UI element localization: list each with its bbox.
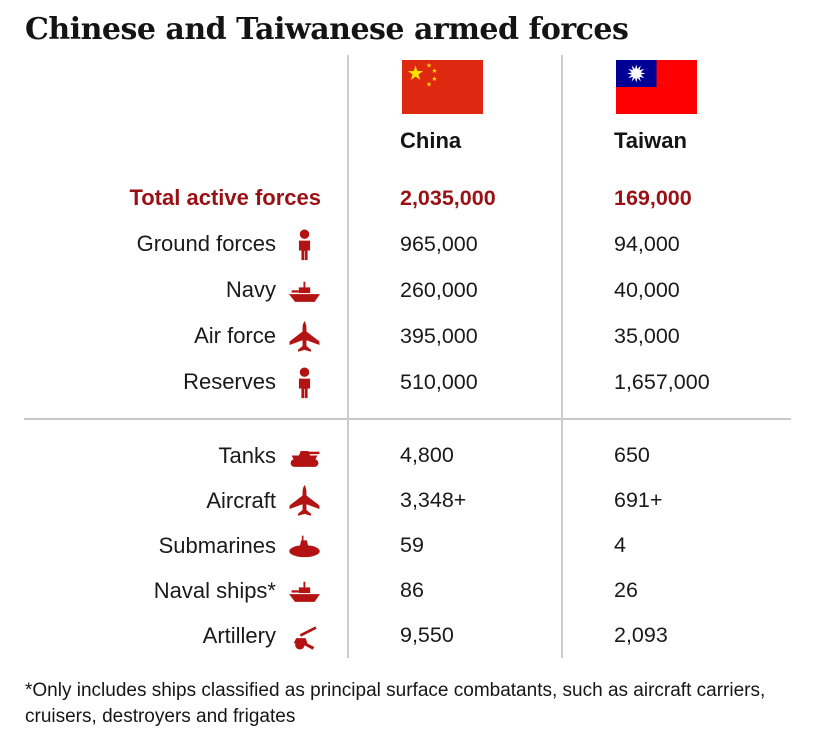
- comparison-table: China Taiwan Total active forces 2,035,0…: [24, 55, 815, 658]
- row-label: Submarines: [158, 532, 276, 558]
- taiwan-value: 40,000: [561, 267, 815, 313]
- taiwan-value: 650: [561, 433, 815, 478]
- china-value: 510,000: [347, 359, 561, 405]
- page-title: Chinese and Taiwanese armed forces: [25, 12, 629, 47]
- row-label-cell: Ground forces: [24, 221, 347, 267]
- row-label-cell: Artillery: [24, 613, 347, 658]
- aircraft-icon: [288, 484, 321, 517]
- row-label: Ground forces: [136, 231, 276, 256]
- taiwan-value: 2,093: [561, 613, 815, 658]
- taiwan-column-header: Taiwan: [561, 121, 815, 161]
- china-value: 260,000: [347, 267, 561, 313]
- navy-ship-icon: [288, 274, 321, 307]
- footnote: *Only includes ships classified as princ…: [25, 680, 766, 727]
- china-value: 2,035,000: [347, 175, 561, 221]
- taiwan-value: 35,000: [561, 313, 815, 359]
- reserves-person-icon: [288, 366, 321, 399]
- china-value: 9,550: [347, 613, 561, 658]
- row-label-cell: Aircraft: [24, 478, 347, 523]
- row-label-cell: Naval ships*: [24, 568, 347, 613]
- naval-ship-icon: [288, 574, 321, 607]
- fighter-jet-icon: [288, 320, 321, 353]
- china-flag-cell: [347, 55, 561, 121]
- taiwan-flag-icon: [616, 60, 697, 114]
- row-label-cell: Submarines: [24, 523, 347, 568]
- tank-icon: [288, 439, 321, 472]
- china-value: 86: [347, 568, 561, 613]
- row-label-cell: Navy: [24, 267, 347, 313]
- taiwan-value: 1,657,000: [561, 359, 815, 405]
- taiwan-value: 94,000: [561, 221, 815, 267]
- china-value: 4,800: [347, 433, 561, 478]
- row-label: Naval ships*: [153, 577, 276, 603]
- china-value: 395,000: [347, 313, 561, 359]
- horizontal-divider: [24, 418, 347, 420]
- taiwan-value: 691+: [561, 478, 815, 523]
- china-value: 59: [347, 523, 561, 568]
- china-value: 3,348+: [347, 478, 561, 523]
- taiwan-value: 26: [561, 568, 815, 613]
- row-label: Artillery: [202, 622, 276, 648]
- row-label: Reserves: [183, 369, 276, 394]
- row-label: Navy: [225, 277, 276, 302]
- row-label: Aircraft: [206, 487, 276, 513]
- china-value: 965,000: [347, 221, 561, 267]
- taiwan-flag-cell: [561, 55, 815, 121]
- china-flag-icon: [402, 60, 483, 114]
- header-spacer: [24, 121, 347, 161]
- artillery-icon: [288, 619, 321, 652]
- flag-row-spacer: [24, 55, 347, 121]
- row-label-cell: Total active forces: [24, 175, 347, 221]
- row-label-cell: Tanks: [24, 433, 347, 478]
- row-label: Total active forces: [129, 185, 321, 210]
- soldier-icon: [288, 228, 321, 261]
- taiwan-value: 169,000: [561, 175, 815, 221]
- taiwan-value: 4: [561, 523, 815, 568]
- row-label-cell: Air force: [24, 313, 347, 359]
- china-column-header: China: [347, 121, 561, 161]
- row-label: Air force: [194, 323, 276, 348]
- row-label-cell: Reserves: [24, 359, 347, 405]
- submarine-icon: [288, 529, 321, 562]
- row-label: Tanks: [218, 442, 276, 468]
